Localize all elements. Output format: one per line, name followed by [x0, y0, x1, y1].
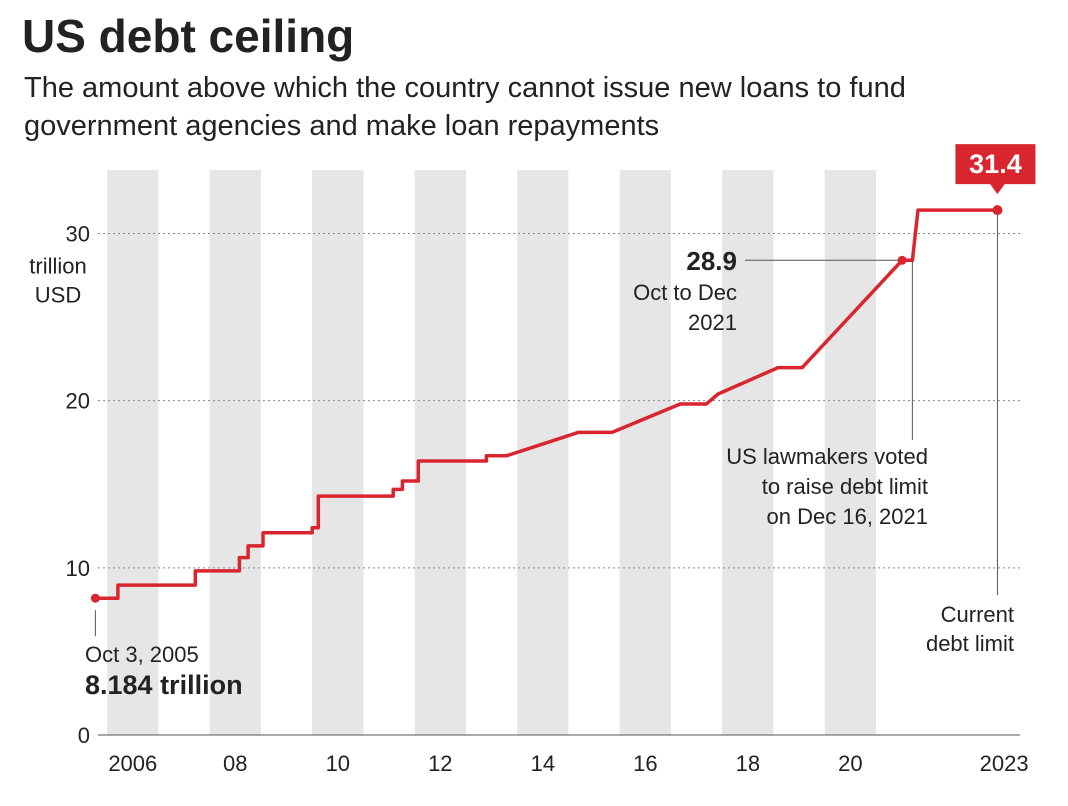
annotation: US lawmakers voted [726, 444, 928, 469]
year-band [209, 170, 261, 735]
x-tick-label: 14 [531, 751, 555, 776]
value-label: 31.4 [969, 149, 1022, 179]
end-marker [992, 205, 1003, 216]
y-tick-label: 0 [78, 723, 90, 748]
annotation: to raise debt limit [762, 474, 928, 499]
y-tick-label: 20 [66, 389, 90, 414]
year-band [414, 170, 466, 735]
x-tick-label: 08 [223, 751, 247, 776]
value-box-pointer [989, 183, 1006, 195]
y-axis-label: USD [35, 283, 81, 308]
debt-ceiling-line [95, 208, 998, 600]
chart-title: US debt ceiling [22, 10, 354, 62]
annotation: on Dec 16, 2021 [767, 504, 928, 529]
annotation: Oct 3, 2005 [85, 642, 199, 667]
annotation: Oct to Dec [633, 280, 737, 305]
year-band [107, 170, 159, 735]
y-tick-label: 30 [66, 222, 90, 247]
year-band [824, 170, 876, 735]
x-tick-label: 12 [428, 751, 452, 776]
year-band [722, 170, 774, 735]
start-marker [90, 593, 100, 603]
y-tick-label: 10 [66, 556, 90, 581]
peak-marker [897, 255, 907, 265]
year-band [619, 170, 671, 735]
annotation: debt limit [926, 631, 1014, 656]
x-tick-label: 20 [838, 751, 862, 776]
value-box [955, 144, 1036, 185]
x-tick-label: 16 [633, 751, 657, 776]
chart-subtitle: government agencies and make loan repaym… [24, 110, 659, 142]
year-band [517, 170, 569, 735]
x-tick-label: 2023 [980, 751, 1029, 776]
x-tick-label: 2006 [108, 751, 157, 776]
y-axis-label: trillion [29, 254, 86, 279]
annotation: 8.184 trillion [85, 670, 243, 700]
x-tick-label: 10 [326, 751, 350, 776]
chart-subtitle: The amount above which the country canno… [24, 72, 906, 104]
year-band [312, 170, 364, 735]
annotation: 2021 [688, 310, 737, 335]
annotation: 28.9 [686, 246, 737, 276]
x-tick-label: 18 [736, 751, 760, 776]
annotation: Current [941, 602, 1014, 627]
